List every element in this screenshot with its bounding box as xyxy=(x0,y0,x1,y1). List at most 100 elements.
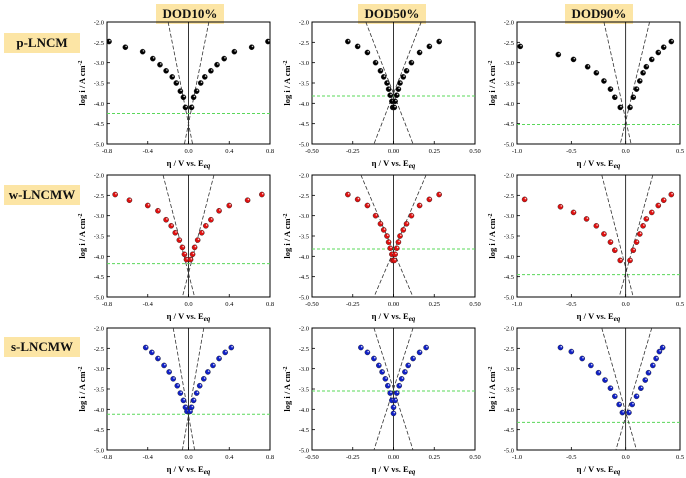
data-point-highlight xyxy=(219,209,221,211)
data-point xyxy=(205,369,211,375)
data-point-highlight xyxy=(396,93,399,96)
y-tick-label: -2.5 xyxy=(94,193,104,200)
y-axis-label: log i / A cm-2 xyxy=(487,213,497,258)
x-axis-label: η / V vs. Eeq xyxy=(372,158,416,170)
data-point-highlight xyxy=(401,377,404,379)
data-point xyxy=(607,86,614,92)
y-tick-label: -3.0 xyxy=(504,213,514,220)
y-tick-label: -3.5 xyxy=(299,387,309,394)
data-point xyxy=(181,251,188,258)
y-axis-label: log i / A cm-2 xyxy=(77,213,87,258)
y-tick-label: -3.0 xyxy=(504,60,514,67)
data-point-highlight xyxy=(390,93,392,96)
data-point xyxy=(436,191,442,198)
data-point-highlight xyxy=(646,65,648,67)
x-tick-label: 0.0 xyxy=(622,301,630,308)
data-point xyxy=(612,247,618,254)
data-point xyxy=(345,191,351,198)
x-tick-label: -0.5 xyxy=(566,454,576,461)
data-point xyxy=(244,197,251,204)
data-point-highlight xyxy=(596,71,598,73)
y-tick-label: -3.5 xyxy=(299,81,309,88)
data-point xyxy=(595,369,602,376)
data-point-highlight xyxy=(109,39,111,42)
data-point xyxy=(391,257,398,264)
data-point-highlight xyxy=(596,224,598,226)
data-point-highlight xyxy=(398,240,400,243)
data-point xyxy=(616,401,622,408)
data-point-highlight xyxy=(646,217,648,219)
data-point xyxy=(168,223,174,229)
tafel-fit-line xyxy=(373,328,414,450)
y-tick-label: -4.5 xyxy=(94,274,104,281)
data-point xyxy=(636,78,643,84)
y-tick-label: -4.0 xyxy=(94,254,104,261)
data-point-highlight xyxy=(194,245,197,248)
data-point xyxy=(354,196,361,203)
data-point xyxy=(208,216,214,223)
panel-s-LNCMW-DOD90: -2.0 -2.5 -3.0 -3.5 -4.0 -4.5 -5.0-1.0 -0.5 0.0 0… xyxy=(487,326,684,477)
data-point-highlight xyxy=(224,57,226,59)
x-tick-label: 0.0 xyxy=(622,148,630,155)
data-point-highlight xyxy=(524,197,527,200)
y-tick-label: -2.5 xyxy=(299,193,309,200)
tafel-fit-line xyxy=(181,328,205,450)
y-tick-label: -5.0 xyxy=(94,142,104,149)
data-point-highlight xyxy=(404,370,407,372)
x-tick-label: -1.0 xyxy=(512,148,522,155)
data-point xyxy=(163,68,169,74)
data-point-highlight xyxy=(390,246,392,249)
data-point xyxy=(214,61,220,68)
y-tick-label: -4.0 xyxy=(94,407,104,414)
data-point xyxy=(601,78,607,84)
y-tick-label: -2.0 xyxy=(504,326,514,333)
data-point-highlight xyxy=(197,238,200,241)
data-point xyxy=(379,369,385,375)
panel-w-LNCMW-DOD90: -2.0 -2.5 -3.0 -3.5 -4.0 -4.5 -5.0-1.0 -0.5 0.0 0… xyxy=(487,173,684,324)
y-tick-label: -5.0 xyxy=(299,448,309,455)
data-point xyxy=(390,404,397,411)
plot-area xyxy=(517,175,680,297)
data-point-highlight xyxy=(614,95,617,98)
data-point xyxy=(155,355,161,362)
data-point xyxy=(210,362,216,369)
data-point xyxy=(364,349,371,356)
data-point-highlight xyxy=(383,228,386,230)
y-axis-label-sup: -2 xyxy=(488,60,494,65)
data-point-highlight xyxy=(193,398,196,401)
data-point-highlight xyxy=(636,240,639,243)
data-point-highlight xyxy=(643,71,645,73)
data-point xyxy=(155,207,161,214)
data-point xyxy=(197,80,204,86)
data-point-highlight xyxy=(125,45,127,48)
data-point-highlight xyxy=(403,228,405,230)
data-point-highlight xyxy=(656,356,658,359)
data-point-highlight xyxy=(347,192,350,195)
data-point-highlight xyxy=(234,50,236,52)
data-point-highlight xyxy=(662,345,665,348)
data-point-highlight xyxy=(147,203,150,206)
x-tick-label: -0.8 xyxy=(102,454,112,461)
data-point-highlight xyxy=(610,386,613,389)
data-point-highlight xyxy=(413,356,415,359)
data-point-highlight xyxy=(191,405,194,408)
x-tick-label: -0.4 xyxy=(143,301,154,308)
data-point xyxy=(166,369,172,375)
y-tick-label: -4.0 xyxy=(299,101,309,108)
x-axis-label-sub: eq xyxy=(614,162,621,170)
data-point-highlight xyxy=(400,81,402,83)
x-tick-label: -0.5 xyxy=(566,148,576,155)
y-axis-label-sup: -2 xyxy=(78,60,84,65)
data-point xyxy=(405,362,411,369)
data-point-highlight xyxy=(610,87,613,90)
data-point-highlight xyxy=(622,410,625,413)
y-axis-label: log i / A cm-2 xyxy=(282,213,292,258)
plot-frame xyxy=(516,327,681,451)
data-point-highlight xyxy=(411,61,414,63)
tafel-fit-line xyxy=(603,22,632,144)
column-label-dod90: DOD90% xyxy=(565,4,633,24)
data-point-highlight xyxy=(426,345,428,348)
data-point xyxy=(172,229,179,236)
data-point xyxy=(190,397,197,404)
